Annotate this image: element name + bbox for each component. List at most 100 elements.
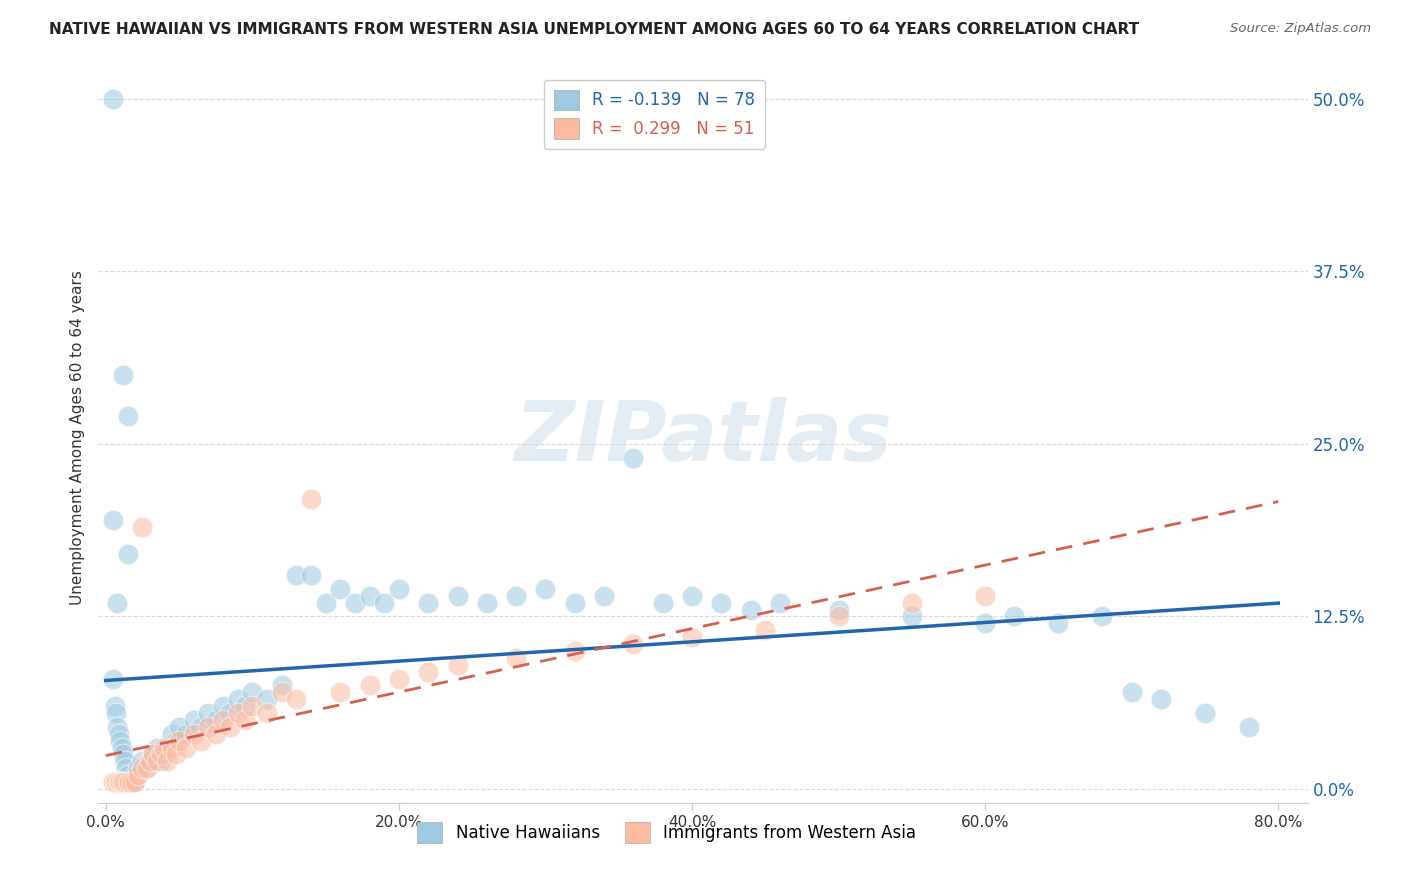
Point (534, 582, 557, 596)
Point (183, 713, 205, 727)
Point (165, 747, 187, 762)
Point (1121, 685, 1143, 699)
Point (388, 672, 411, 686)
Point (101, 775, 124, 789)
Point (418, 665, 440, 679)
Point (270, 685, 292, 699)
Point (117, 768, 139, 782)
Point (105, 775, 128, 789)
Point (150, 755, 173, 769)
Point (153, 740, 176, 755)
Point (150, 747, 173, 762)
Point (505, 651, 527, 665)
Point (418, 596, 440, 610)
Point (197, 720, 219, 734)
Point (101, 92, 124, 106)
Point (197, 706, 219, 720)
Point (138, 755, 160, 769)
Point (974, 616, 997, 631)
Point (1150, 692, 1173, 706)
Point (114, 755, 136, 769)
Point (212, 699, 235, 714)
Point (142, 747, 165, 762)
Point (359, 589, 381, 603)
Point (299, 492, 322, 507)
Point (256, 692, 278, 706)
Point (285, 692, 308, 706)
Point (131, 761, 153, 775)
Point (167, 733, 190, 747)
Point (446, 657, 468, 672)
Point (827, 609, 849, 624)
Point (108, 727, 131, 741)
Point (107, 720, 129, 734)
Point (388, 582, 411, 596)
Point (103, 699, 125, 714)
Point (127, 761, 149, 775)
Point (118, 775, 141, 789)
Point (270, 678, 292, 692)
Point (190, 720, 212, 734)
Point (131, 520, 153, 534)
Point (1194, 706, 1216, 720)
Point (564, 596, 586, 610)
Point (769, 596, 792, 610)
Text: NATIVE HAWAIIAN VS IMMIGRANTS FROM WESTERN ASIA UNEMPLOYMENT AMONG AGES 60 TO 64: NATIVE HAWAIIAN VS IMMIGRANTS FROM WESTE… (49, 22, 1139, 37)
Point (226, 706, 249, 720)
Point (101, 513, 124, 527)
Point (219, 706, 242, 720)
Point (107, 596, 129, 610)
Point (710, 596, 733, 610)
Point (101, 672, 124, 686)
Point (240, 699, 263, 714)
Point (373, 596, 395, 610)
Point (176, 727, 198, 741)
Point (142, 747, 165, 762)
Point (127, 768, 149, 782)
Text: ZIPatlas: ZIPatlas (515, 397, 891, 477)
Point (135, 761, 157, 775)
Point (135, 761, 157, 775)
Point (901, 596, 924, 610)
Point (827, 602, 849, 616)
Point (122, 775, 145, 789)
Point (124, 775, 146, 789)
Point (167, 720, 190, 734)
Point (681, 630, 703, 644)
Point (156, 755, 179, 769)
Point (315, 596, 337, 610)
Point (1004, 609, 1026, 624)
Point (105, 706, 128, 720)
Point (112, 775, 135, 789)
Point (115, 761, 138, 775)
Point (343, 596, 366, 610)
Point (233, 713, 256, 727)
Point (212, 713, 235, 727)
Point (475, 596, 498, 610)
Point (114, 775, 136, 789)
Point (117, 409, 139, 424)
Point (329, 582, 352, 596)
Point (121, 775, 143, 789)
Point (1047, 616, 1070, 631)
Point (124, 768, 146, 782)
Point (160, 740, 183, 755)
Point (564, 644, 586, 658)
Point (651, 596, 673, 610)
Point (505, 589, 527, 603)
Point (190, 733, 212, 747)
Point (146, 740, 169, 755)
Point (593, 589, 616, 603)
Text: Source: ZipAtlas.com: Source: ZipAtlas.com (1230, 22, 1371, 36)
Point (120, 775, 142, 789)
Point (131, 755, 153, 769)
Point (110, 733, 132, 747)
Point (160, 727, 183, 741)
Point (219, 720, 242, 734)
Point (233, 699, 256, 714)
Point (204, 713, 226, 727)
Point (329, 685, 352, 699)
Point (754, 624, 776, 638)
Point (621, 637, 644, 651)
Legend: Native Hawaiians, Immigrants from Western Asia: Native Hawaiians, Immigrants from Wester… (411, 815, 922, 849)
